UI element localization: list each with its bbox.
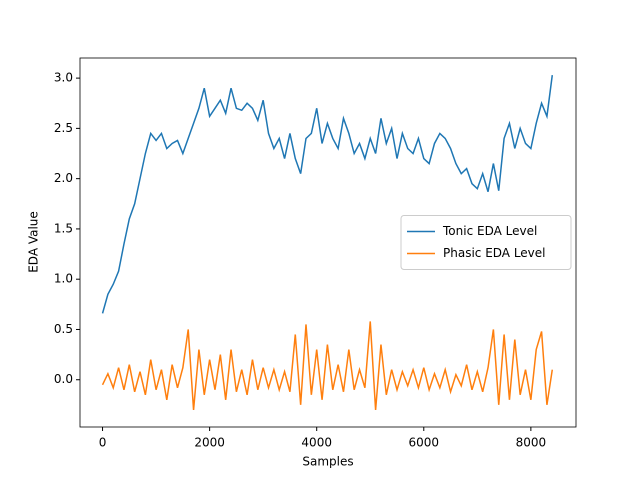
y-tick-label: 3.0 bbox=[54, 71, 73, 85]
x-axis-label: Samples bbox=[302, 455, 353, 469]
line bbox=[101, 321, 554, 410]
y-tick-label: 0.0 bbox=[54, 372, 73, 386]
x-tick-label: 0 bbox=[99, 436, 107, 450]
legend-label: Phasic EDA Level bbox=[443, 246, 546, 260]
x-tick-label: 2000 bbox=[194, 436, 225, 450]
y-tick-label: 0.5 bbox=[54, 322, 73, 336]
y-tick-label: 1.5 bbox=[54, 221, 73, 235]
axes-frame bbox=[79, 57, 577, 428]
y-axis-label: EDA Value bbox=[27, 211, 41, 273]
x-tick-label: 6000 bbox=[409, 436, 440, 450]
y-tick-label: 2.5 bbox=[54, 121, 73, 135]
x-tick-label: 8000 bbox=[516, 436, 547, 450]
legend-box bbox=[400, 215, 572, 270]
x-tick-label: 4000 bbox=[301, 436, 332, 450]
line bbox=[101, 74, 554, 314]
y-tick-label: 2.0 bbox=[54, 171, 73, 185]
y-tick-label: 1.0 bbox=[54, 272, 73, 286]
legend-label: Tonic EDA Level bbox=[442, 224, 537, 238]
